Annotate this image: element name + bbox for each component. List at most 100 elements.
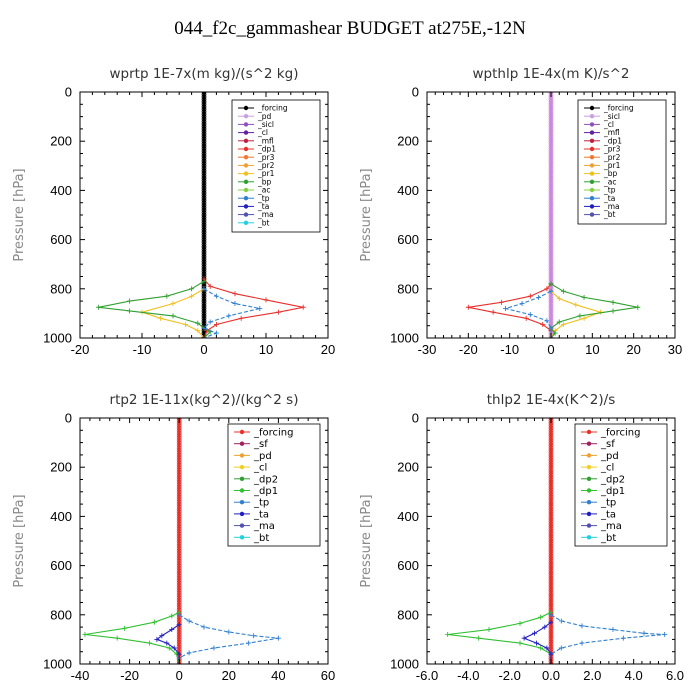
- marker-tp: [186, 618, 192, 624]
- series-tp: [550, 614, 665, 664]
- marker-forcing: [176, 442, 182, 448]
- marker-forcing: [201, 195, 207, 201]
- legend-entry: _pr1: [603, 161, 621, 170]
- marker-forcing: [548, 454, 554, 460]
- x-tick-label: -20: [120, 668, 139, 683]
- x-tick-label: 0: [200, 342, 207, 357]
- marker-forcing: [176, 558, 182, 564]
- marker-dp1: [82, 631, 88, 637]
- marker-forcing: [548, 592, 554, 598]
- legend-marker: [589, 130, 595, 135]
- marker-forcing: [548, 239, 554, 245]
- y-axis-label: Pressure [hPa]: [12, 494, 27, 587]
- marker-forcing: [176, 592, 182, 598]
- marker-dp1: [538, 614, 544, 620]
- marker-forcing: [548, 296, 554, 302]
- marker-forcing: [201, 310, 207, 316]
- marker-tp: [246, 640, 252, 646]
- marker-forcing: [548, 126, 554, 132]
- marker-forcing: [176, 548, 182, 554]
- marker-forcing: [548, 506, 554, 512]
- marker-forcing: [548, 548, 554, 554]
- legend-marker: [589, 114, 595, 119]
- marker-forcing: [176, 582, 182, 588]
- marker-forcing: [176, 523, 182, 529]
- x-tick-label: 60: [321, 668, 335, 683]
- marker-forcing: [201, 141, 207, 147]
- marker-forcing: [201, 180, 207, 186]
- marker-forcing: [548, 516, 554, 522]
- marker-forcing: [548, 119, 554, 124]
- y-tick-label: 0: [65, 85, 72, 100]
- marker-forcing: [548, 575, 554, 581]
- x-tick-label: 0: [176, 668, 183, 683]
- marker-ta: [176, 622, 182, 628]
- y-tick-label: 600: [50, 232, 72, 247]
- marker-forcing: [548, 205, 554, 211]
- marker-forcing: [548, 634, 554, 640]
- marker-forcing: [548, 244, 554, 250]
- marker-forcing: [548, 138, 554, 144]
- marker-forcing: [201, 173, 207, 179]
- legend-entry: _bt: [257, 218, 270, 227]
- legend-marker: [586, 476, 592, 481]
- legend-entry: _sicl: [603, 112, 620, 121]
- legend-marker: [586, 511, 592, 517]
- marker-forcing: [548, 595, 554, 600]
- marker-forcing: [201, 313, 207, 319]
- marker-forcing: [201, 114, 207, 119]
- marker-forcing: [201, 261, 207, 267]
- marker-forcing: [201, 210, 207, 215]
- legend-entry: _cl: [257, 128, 268, 137]
- marker-forcing: [548, 474, 554, 480]
- marker-forcing: [201, 192, 207, 198]
- marker-ta: [171, 645, 177, 651]
- marker-forcing: [201, 306, 207, 311]
- legend-entry: _pr1: [257, 169, 275, 178]
- legend-entry: _dp1: [257, 145, 276, 154]
- legend-marker: [586, 500, 592, 505]
- legend-marker: [586, 535, 592, 540]
- marker-tp: [213, 293, 219, 299]
- legend-marker: [589, 155, 595, 160]
- marker-forcing: [176, 580, 182, 586]
- marker-ta: [159, 633, 165, 639]
- marker-forcing: [548, 447, 554, 453]
- marker-tp: [662, 631, 668, 637]
- legend-marker: [586, 441, 592, 446]
- series-bp: [98, 280, 212, 338]
- legend-entry: _ta: [600, 509, 616, 520]
- marker-tp: [176, 612, 182, 618]
- marker-forcing: [201, 242, 207, 247]
- marker-forcing: [201, 175, 207, 181]
- marker-forcing: [176, 486, 182, 492]
- marker-forcing: [548, 590, 554, 596]
- marker-forcing: [201, 264, 207, 270]
- marker-pr1: [170, 301, 176, 307]
- legend-marker: [589, 171, 595, 176]
- legend-marker: [239, 476, 245, 481]
- marker-forcing: [548, 104, 554, 110]
- marker-forcing: [176, 474, 182, 480]
- legend-entry: _ma: [603, 202, 620, 211]
- marker-forcing: [176, 518, 182, 524]
- marker-forcing: [548, 301, 554, 306]
- marker-pr1: [556, 296, 562, 302]
- marker-pr1: [573, 302, 579, 308]
- marker-bp: [195, 320, 201, 326]
- legend-entry: _pr3: [257, 153, 275, 162]
- marker-forcing: [548, 459, 554, 465]
- legend-entry: _cl: [253, 463, 267, 474]
- y-tick-label: 800: [397, 281, 419, 296]
- marker-forcing: [201, 254, 207, 260]
- marker-forcing: [548, 565, 554, 571]
- marker-forcing: [548, 136, 554, 142]
- marker-forcing: [176, 627, 182, 632]
- x-tick-label: 4.0: [625, 668, 643, 683]
- marker-forcing: [548, 580, 554, 586]
- marker-forcing: [548, 242, 554, 247]
- marker-forcing: [176, 432, 182, 438]
- marker-forcing: [548, 568, 554, 573]
- marker-tp: [548, 612, 554, 618]
- legend-marker: [243, 196, 249, 201]
